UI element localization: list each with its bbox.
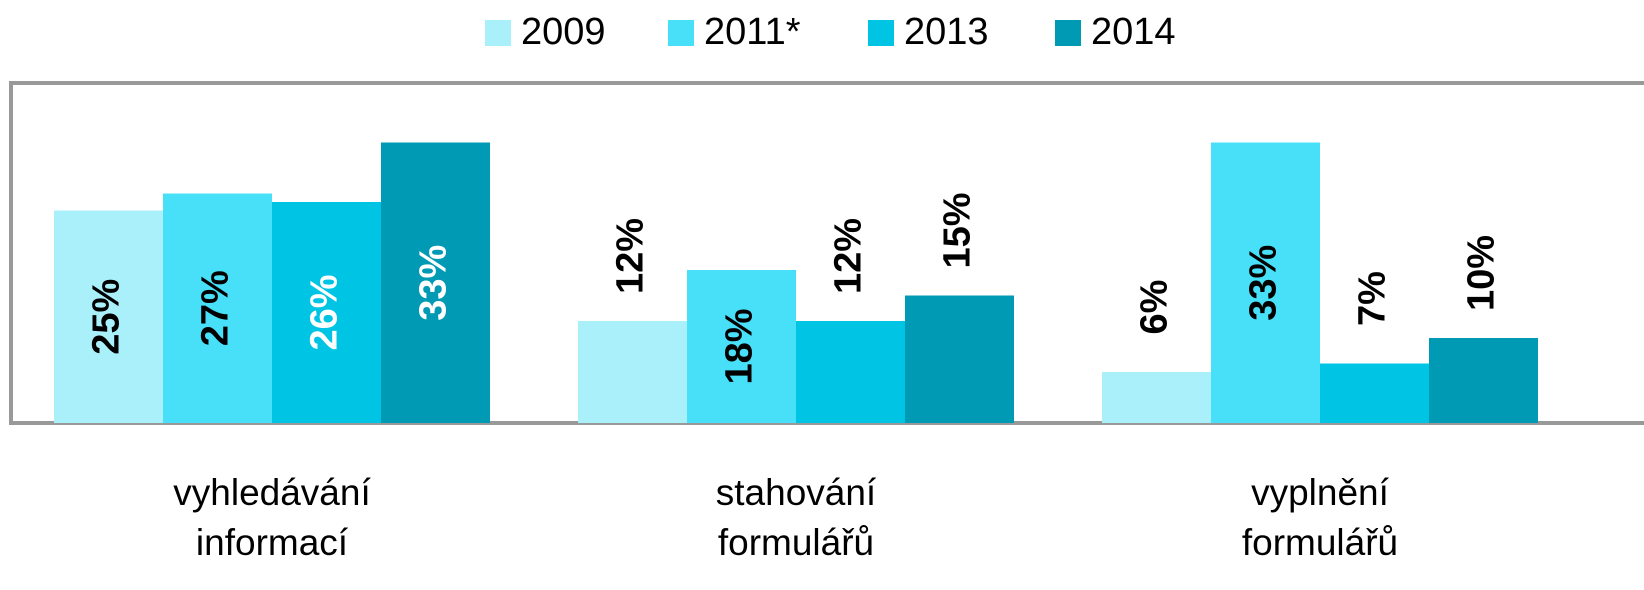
legend-label: 2009: [521, 11, 606, 53]
legend-swatch: [485, 20, 511, 46]
legend-swatch: [868, 20, 894, 46]
value-label: 12%: [828, 218, 870, 294]
x-tick-label: vyplnění formulářů: [1241, 472, 1399, 563]
bar: [796, 321, 905, 423]
bar: [1429, 338, 1538, 423]
x-tick-label: vyhledávání informací: [173, 472, 371, 563]
value-label: 15%: [937, 192, 979, 268]
bar: [54, 210, 163, 423]
bar: [1211, 142, 1320, 423]
bar: [272, 202, 381, 423]
bar: [905, 295, 1014, 423]
value-label: 33%: [413, 245, 455, 321]
legend-label: 2011*: [704, 11, 801, 53]
value-label: 10%: [1461, 235, 1503, 311]
value-label: 18%: [719, 308, 761, 384]
value-label: 26%: [304, 274, 346, 350]
value-label: 25%: [86, 279, 128, 355]
legend-label: 2014: [1091, 11, 1176, 53]
value-label: 7%: [1352, 271, 1394, 326]
bar: [163, 193, 272, 423]
legend-label: 2013: [904, 11, 989, 53]
bar: [687, 270, 796, 423]
x-tick-label: stahování formulářů: [715, 472, 877, 563]
value-label: 6%: [1134, 280, 1176, 335]
bar: [578, 321, 687, 423]
bar: [1102, 372, 1211, 423]
bar: [381, 142, 490, 423]
value-label: 12%: [610, 218, 652, 294]
legend-swatch: [1055, 20, 1081, 46]
bar: [1320, 363, 1429, 423]
value-label: 27%: [195, 270, 237, 346]
legend-swatch: [668, 20, 694, 46]
value-label: 33%: [1243, 245, 1285, 321]
